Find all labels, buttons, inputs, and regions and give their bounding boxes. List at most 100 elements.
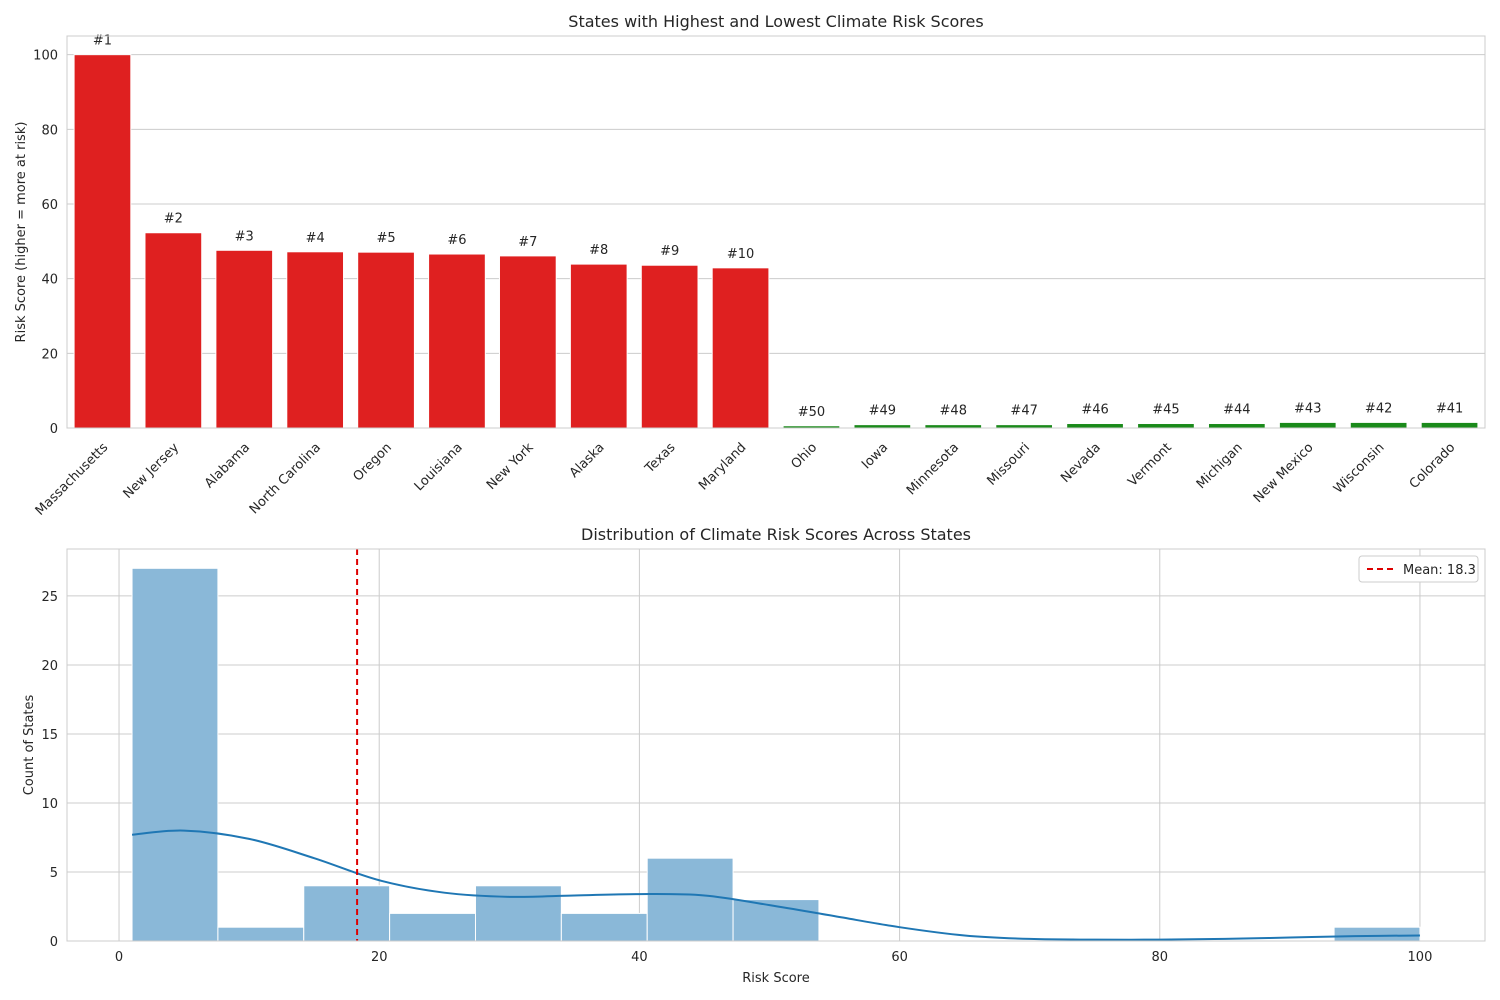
x-tick-label: New York — [484, 440, 537, 493]
x-tick-label: Minnesota — [904, 440, 962, 498]
rank-label: #49 — [869, 404, 896, 419]
top-y-tick-label: 80 — [41, 123, 58, 138]
rank-label: #2 — [164, 212, 183, 227]
x-tick-label: Colorado — [1407, 440, 1459, 492]
bottom-chart-title: Distribution of Climate Risk Scores Acro… — [581, 525, 971, 544]
bottom-x-tick-label: 20 — [371, 950, 388, 965]
histogram-bar — [131, 567, 219, 942]
top-plot-frame — [66, 35, 1486, 429]
bottom-y-axis-label: Count of States — [22, 694, 37, 795]
x-tick-label: Texas — [642, 440, 679, 477]
top-bar-chart: States with Highest and Lowest Climate R… — [14, 12, 1486, 519]
bar-alaska — [569, 263, 628, 429]
top-y-tick-label: 100 — [33, 49, 58, 64]
x-tick-label: Louisiana — [412, 440, 466, 494]
x-tick-label: Massachusetts — [33, 440, 112, 519]
bottom-y-tick-label: 20 — [41, 659, 58, 674]
rank-label: #1 — [93, 34, 112, 49]
histogram-bars — [131, 567, 1421, 942]
x-tick-label: Maryland — [696, 440, 749, 493]
bar-colorado — [1420, 421, 1479, 429]
rank-label: #7 — [518, 235, 537, 250]
x-tick-label: Alaska — [567, 440, 608, 481]
x-tick-label: New Jersey — [121, 440, 183, 502]
bottom-grid — [67, 549, 1485, 942]
rank-label: #9 — [660, 244, 679, 259]
bottom-x-tick-label: 100 — [1408, 950, 1433, 965]
bottom-y-tick-label: 15 — [41, 728, 58, 743]
bottom-x-tick-label: 80 — [1151, 950, 1168, 965]
histogram-bar — [474, 885, 562, 942]
x-tick-label: Wisconsin — [1331, 440, 1388, 497]
bottom-y-tick-label: 5 — [50, 866, 58, 881]
x-tick-label: Iowa — [859, 440, 891, 472]
legend-box — [1358, 555, 1479, 583]
rank-label: #41 — [1436, 401, 1463, 416]
x-tick-label: Missouri — [985, 440, 1033, 488]
rank-label: #3 — [235, 229, 254, 244]
x-tick-label: Oregon — [351, 440, 395, 484]
x-tick-label: Michigan — [1194, 440, 1246, 492]
rank-label: #50 — [798, 405, 825, 420]
bar-maryland — [711, 267, 770, 429]
rank-label: #47 — [1010, 404, 1037, 419]
x-tick-label: Ohio — [788, 440, 820, 472]
legend: Mean: 18.3 — [1358, 555, 1479, 583]
bottom-x-axis-label: Risk Score — [742, 971, 810, 986]
x-tick-label: North Carolina — [247, 440, 324, 517]
bar-texas — [640, 264, 699, 429]
histogram-bar — [1333, 926, 1421, 942]
bar-new-jersey — [144, 232, 203, 429]
bar-north-carolina — [286, 251, 345, 429]
top-grid — [67, 54, 1485, 429]
bar-new-mexico — [1278, 421, 1337, 429]
rank-label: #46 — [1081, 403, 1108, 418]
bar-louisiana — [428, 253, 486, 429]
bottom-y-ticks: 0 5 10 15 20 25 — [41, 590, 58, 950]
top-y-ticks: 0 20 40 60 80 100 — [33, 49, 58, 437]
top-y-tick-label: 60 — [41, 198, 58, 213]
bar-wisconsin — [1349, 421, 1408, 429]
bar-michigan — [1207, 423, 1266, 429]
bar-missouri — [995, 424, 1054, 429]
bottom-y-tick-label: 25 — [41, 590, 58, 605]
bar-iowa — [853, 424, 912, 429]
kde-curve — [131, 829, 1420, 941]
bottom-x-ticks: 0 20 40 60 80 100 — [115, 950, 1432, 965]
x-tick-label: New Mexico — [1251, 440, 1317, 506]
rank-label: #44 — [1223, 403, 1250, 418]
top-y-tick-label: 0 — [50, 422, 58, 437]
bottom-x-tick-label: 0 — [115, 950, 123, 965]
bottom-x-tick-label: 60 — [891, 950, 908, 965]
top-bars — [73, 54, 1479, 429]
bar-new-york — [498, 255, 557, 429]
bottom-y-tick-label: 10 — [41, 797, 58, 812]
bar-oregon — [357, 251, 415, 429]
rank-label: #10 — [727, 247, 754, 262]
x-tick-label: Alabama — [202, 440, 253, 491]
top-y-tick-label: 20 — [41, 347, 58, 362]
x-tick-label: Vermont — [1125, 440, 1174, 489]
bar-minnesota — [924, 424, 983, 429]
bar-massachusetts — [73, 54, 132, 429]
bottom-y-tick-label: 0 — [50, 935, 58, 950]
rank-label: #48 — [940, 404, 967, 419]
bar-nevada — [1066, 423, 1124, 429]
bottom-x-tick-label: 40 — [631, 950, 648, 965]
rank-label: #5 — [376, 231, 395, 246]
histogram-bar — [560, 912, 648, 942]
bottom-histogram: Distribution of Climate Risk Scores Acro… — [22, 525, 1486, 986]
rank-label: #42 — [1365, 401, 1392, 416]
x-tick-label: Nevada — [1058, 440, 1104, 486]
legend-mean-label: Mean: 18.3 — [1403, 563, 1476, 578]
rank-label: #43 — [1294, 401, 1321, 416]
bar-alabama — [215, 249, 274, 429]
top-y-axis-label: Risk Score (higher = more at risk) — [14, 122, 29, 343]
histogram-bar — [646, 857, 734, 942]
rank-label: #4 — [306, 231, 325, 246]
histogram-bar — [303, 885, 391, 942]
rank-label: #6 — [447, 233, 466, 248]
top-chart-title: States with Highest and Lowest Climate R… — [568, 12, 983, 31]
top-y-tick-label: 40 — [41, 273, 58, 288]
